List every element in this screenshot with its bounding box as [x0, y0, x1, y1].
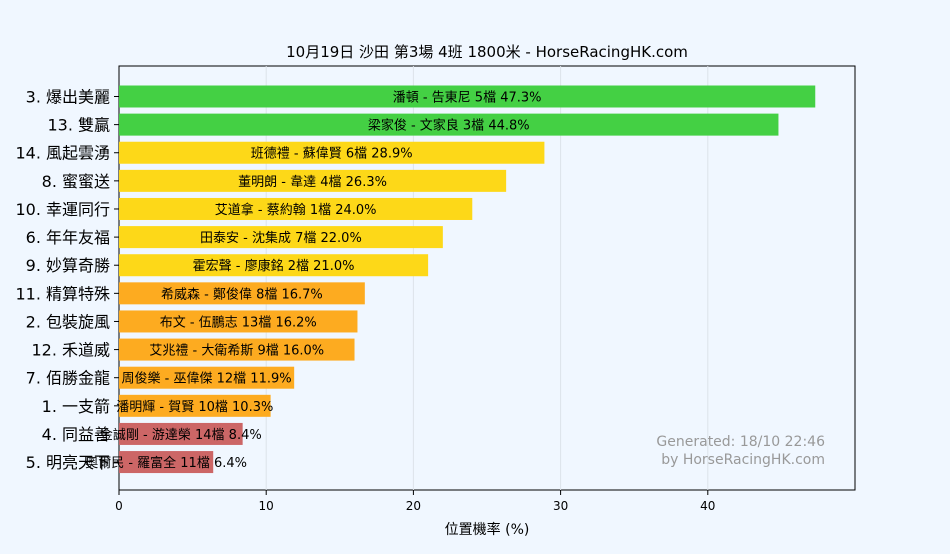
- bar: [119, 310, 358, 333]
- chart-title: 10月19日 沙田 第3場 4班 1800米 - HorseRacingHK.c…: [286, 43, 688, 61]
- y-tick-label: 7. 佰勝金龍: [26, 369, 110, 388]
- x-tick-label: 0: [115, 499, 123, 513]
- y-tick-label: 10. 幸運同行: [15, 200, 110, 219]
- bar: [119, 226, 443, 249]
- x-tick-label: 10: [259, 499, 274, 513]
- bar-data-label: 希威森 - 鄭俊偉 8檔 16.7%: [161, 287, 323, 302]
- y-tick-labels: 3. 爆出美麗 13. 雙贏 14. 風起雲湧 8. 蜜蜜送 10. 幸運同行 6. 年年…: [15, 88, 119, 472]
- grid-layer: [265, 66, 709, 490]
- y-tick-label: 9. 妙算奇勝: [26, 256, 110, 275]
- bar-data-label: 霍宏聲 - 廖康銘 2檔 21.0%: [193, 258, 355, 274]
- y-tick-label: 13. 雙贏: [47, 116, 110, 135]
- bar-data-label: 潘明輝 - 賀賢 10檔 10.3%: [116, 400, 273, 415]
- bar-data-label: 奧爾民 - 羅富全 11檔 6.4%: [85, 455, 247, 471]
- bar: [119, 141, 545, 164]
- bar-data-label: 艾兆禮 - 大衛希斯 9檔 16.0%: [149, 344, 324, 359]
- bar-data-label: 布文 - 伍鵬志 13檔 16.2%: [160, 315, 317, 330]
- y-tick-label: 6. 年年友福: [26, 228, 110, 247]
- bar-data-label: 潘頓 - 告東尼 5檔 47.3%: [393, 90, 542, 106]
- y-tick-label: 14. 風起雲湧: [15, 144, 110, 163]
- y-tick-label: 5. 明亮天下: [26, 453, 110, 472]
- y-tick-label: 12. 禾道威: [31, 341, 110, 360]
- bar-layer: 潘頓 - 告東尼 5檔 47.3% 梁家俊 - 文家良 3檔 44.8% 班德禮 -…: [85, 85, 816, 474]
- watermark-site: by HorseRacingHK.com: [661, 452, 825, 468]
- bar: [119, 394, 271, 417]
- y-tick-label: 8. 蜜蜜送: [42, 172, 110, 191]
- x-tick-label: 40: [700, 499, 715, 513]
- bar: [119, 197, 473, 220]
- bar-data-label: 田泰安 - 沈集成 7檔 22.0%: [200, 230, 362, 246]
- x-tick-labels: 0 10 20 30 40: [115, 490, 715, 513]
- bar: [119, 366, 295, 389]
- watermark-generated: Generated: 18/10 22:46: [656, 434, 825, 450]
- y-tick-label: 4. 同益善: [42, 425, 110, 444]
- y-tick-label: 3. 爆出美麗: [26, 88, 110, 107]
- y-tick-label: 11. 精算特殊: [15, 284, 110, 303]
- bar-data-label: 金誠剛 - 游達榮 14檔 8.4%: [100, 427, 262, 443]
- plot-area: [118, 65, 856, 491]
- bar-data-label: 班德禮 - 蘇偉賢 6檔 28.9%: [251, 147, 413, 162]
- bar-data-label: 艾道拿 - 蔡約翰 1檔 24.0%: [215, 202, 377, 218]
- bar: [119, 451, 214, 474]
- x-tick-label: 20: [406, 499, 421, 513]
- bar: [119, 338, 355, 361]
- bar: [119, 282, 365, 305]
- bar-data-label: 董明朗 - 韋達 4檔 26.3%: [238, 175, 387, 190]
- bar-data-label: 梁家俊 - 文家良 3檔 44.8%: [368, 118, 530, 134]
- bar-data-label: 周俊樂 - 巫偉傑 12檔 11.9%: [122, 371, 292, 387]
- y-tick-label: 1. 一支箭: [42, 397, 110, 416]
- bar: [119, 113, 779, 136]
- bar: [119, 169, 507, 192]
- x-axis-label: 位置機率 (%): [445, 521, 530, 538]
- y-tick-label: 2. 包裝旋風: [26, 312, 110, 331]
- x-tick-label: 30: [553, 499, 568, 513]
- bar: [119, 254, 429, 277]
- bar: [119, 85, 816, 108]
- bar: [119, 422, 243, 445]
